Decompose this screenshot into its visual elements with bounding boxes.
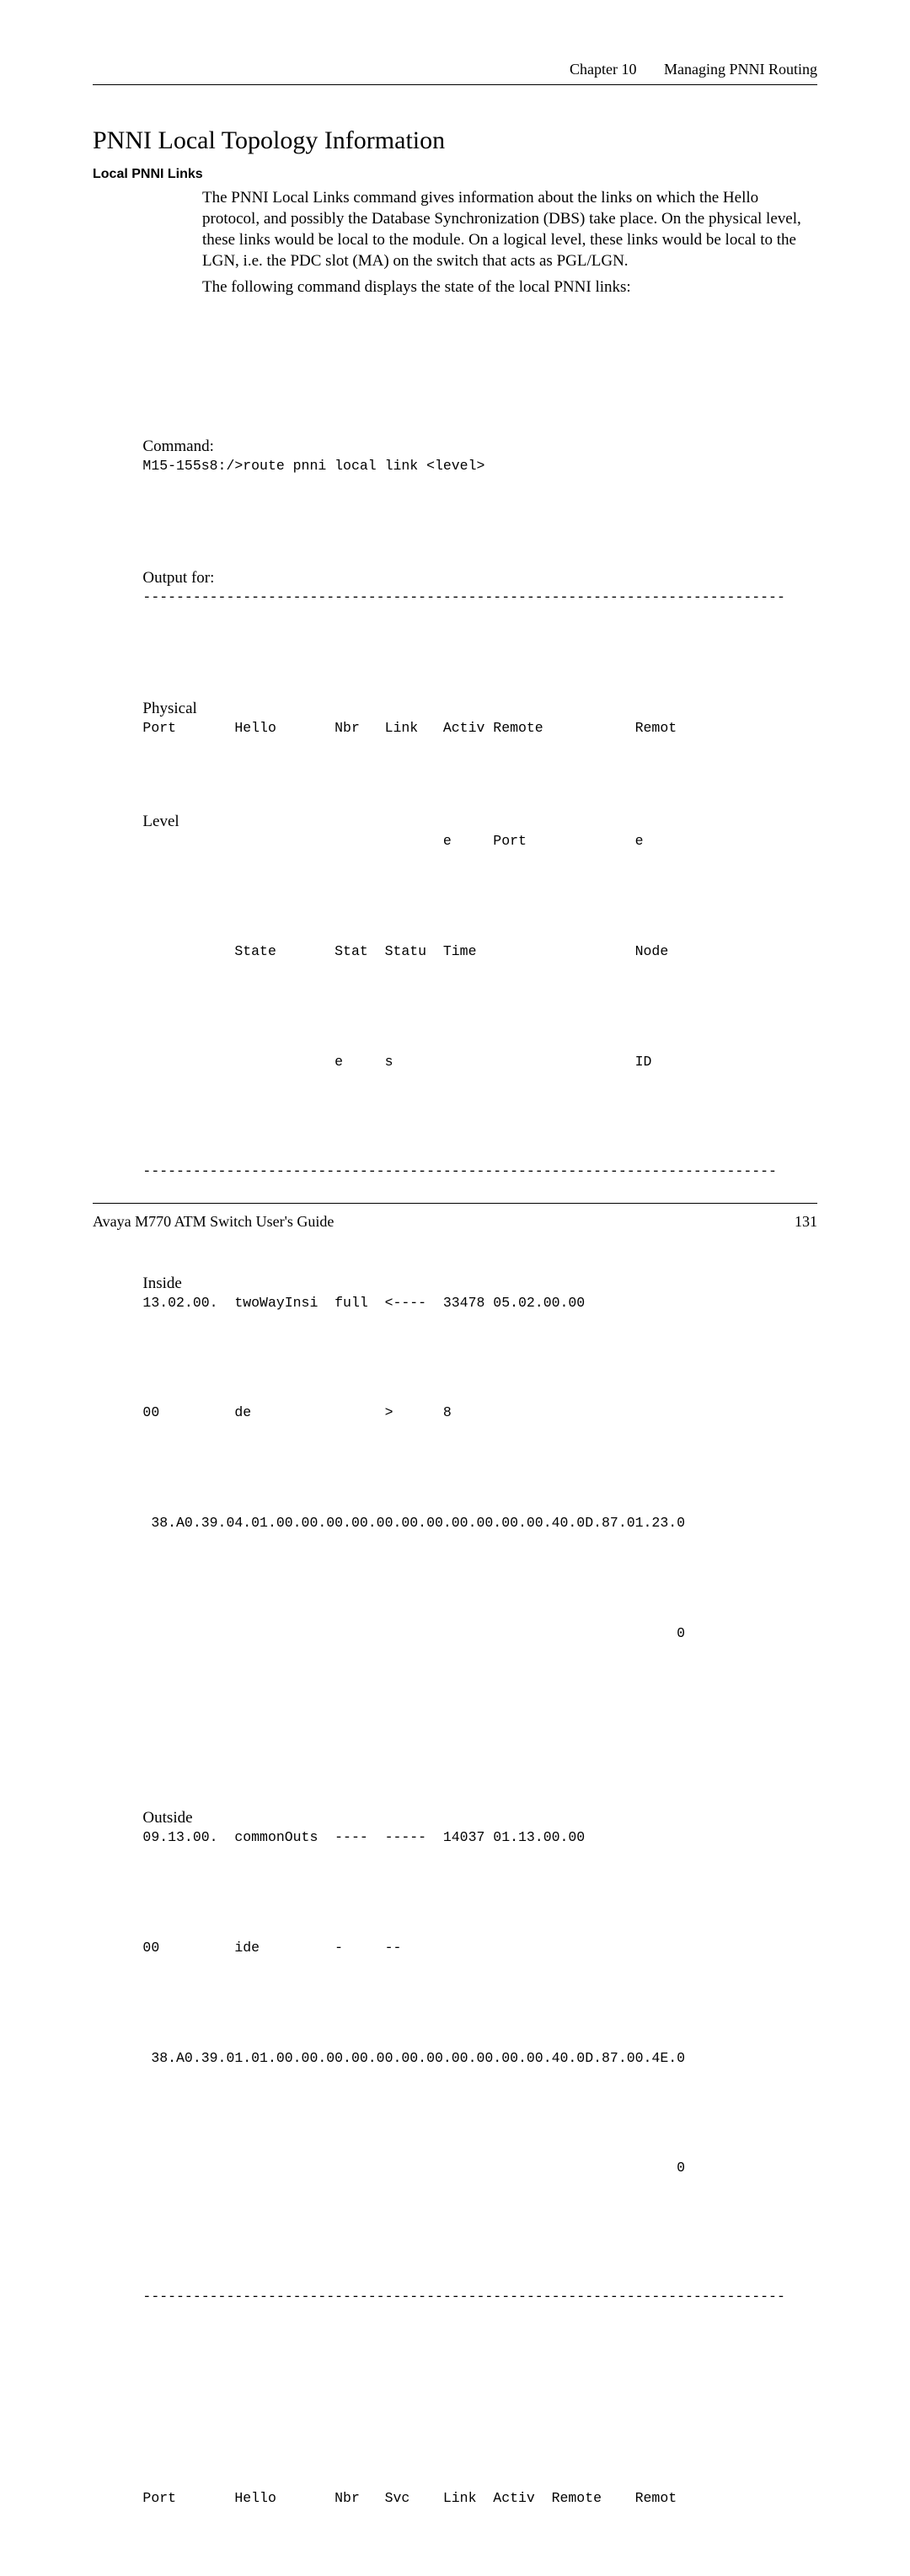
header-rule — [93, 84, 817, 85]
footer-page-number: 131 — [795, 1213, 817, 1231]
label-command: Command: — [142, 436, 252, 457]
cli-r1a: 13.02.00. twoWayInsi full <---- 33478 05… — [142, 1294, 585, 1312]
footer-left: Avaya M770 ATM Switch User's Guide — [93, 1213, 334, 1231]
section-subheading: Local PNNI Links — [93, 167, 203, 182]
cli-gap1 — [202, 1715, 211, 1734]
cli-r2b: 00 ide - -- — [142, 1939, 401, 1957]
cli-hdr1a: Port Hello Nbr Link Activ Remote Remot — [142, 719, 677, 738]
running-head: Chapter 10 Managing PNNI Routing — [570, 61, 817, 78]
label-inside: Inside — [142, 1273, 252, 1294]
cli-hdr2a: Port Hello Nbr Svc Link Activ Remote Rem… — [142, 2489, 677, 2508]
paragraph-2: The following command displays the state… — [202, 276, 817, 298]
cli-r2d: 0 — [142, 2159, 685, 2177]
cli-command-line: M15-155s8:/>route pnni local link <level… — [142, 457, 484, 475]
page-title: PNNI Local Topology Information — [93, 126, 445, 155]
cli-r1c: 38.A0.39.04.01.00.00.00.00.00.00.00.00.0… — [142, 1514, 685, 1532]
chapter-number: Chapter 10 — [570, 61, 636, 78]
body-text: The PNNI Local Links command gives infor… — [202, 187, 817, 303]
cli-gap2 — [202, 2379, 211, 2397]
cli-sep-2: ----------------------------------------… — [142, 2288, 784, 2306]
cli-hdr1c: State Stat Statu Time Node — [142, 942, 668, 961]
paragraph-1: The PNNI Local Links command gives infor… — [202, 187, 817, 271]
label-output-for: Output for: — [142, 567, 252, 588]
chapter-title: Managing PNNI Routing — [664, 61, 817, 78]
label-level-1: Level — [142, 811, 252, 832]
cli-r1d: 0 — [142, 1624, 685, 1643]
cli-r2c: 38.A0.39.01.01.00.00.00.00.00.00.00.00.0… — [142, 2049, 685, 2068]
cli-sep-1: ----------------------------------------… — [142, 1162, 777, 1181]
cli-r2a: 09.13.00. commonOuts ---- ----- 14037 01… — [142, 1828, 585, 1847]
label-outside: Outside — [142, 1807, 252, 1828]
footer-rule — [93, 1203, 817, 1204]
cli-r1b: 00 de > 8 — [142, 1403, 451, 1422]
label-physical: Physical — [142, 698, 252, 719]
cli-rule-top: ----------------------------------------… — [142, 588, 784, 607]
cli-output-block: Command: M15-155s8:/>route pnni local li… — [93, 362, 826, 2576]
cli-hdr1d: e s ID — [142, 1053, 651, 1071]
cli-hdr1b: e Port e — [142, 832, 643, 851]
